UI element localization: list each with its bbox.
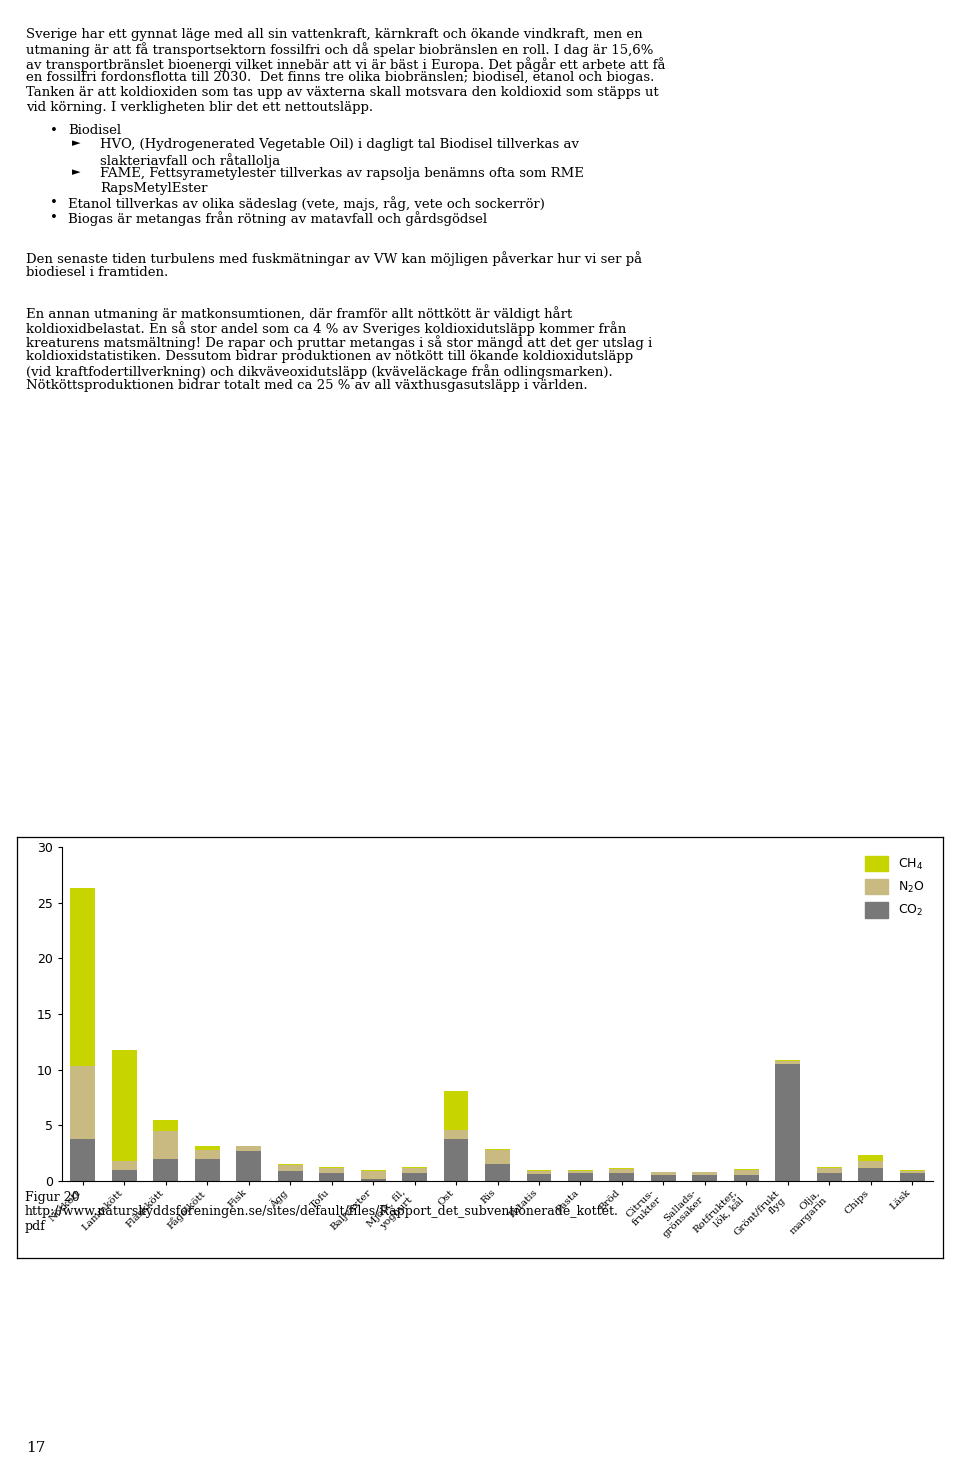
Bar [568, 1174, 593, 1181]
Bar [733, 1175, 758, 1181]
Bar [154, 1119, 179, 1131]
Text: koldioxidstatistiken. Dessutom bidrar produktionen av nötkött till ökande koldio: koldioxidstatistiken. Dessutom bidrar pr… [26, 350, 634, 363]
Bar [154, 1159, 179, 1181]
Text: ►: ► [72, 138, 81, 149]
Bar [817, 1168, 842, 1174]
Bar [858, 1161, 883, 1168]
Text: •: • [50, 210, 58, 224]
Text: ►: ► [72, 168, 81, 177]
Bar [111, 1169, 136, 1181]
Text: Tanken är att koldioxiden som tas upp av växterna skall motsvara den koldioxid s: Tanken är att koldioxiden som tas upp av… [26, 85, 659, 99]
Bar [277, 1165, 302, 1171]
Bar [236, 1146, 261, 1150]
Bar [526, 1171, 551, 1174]
Bar [776, 1061, 801, 1064]
Bar [858, 1155, 883, 1161]
Text: av transportbränslet bioenergi vilket innebär att vi är bäst i Europa. Det pågår: av transportbränslet bioenergi vilket in… [26, 57, 665, 72]
Text: HVO, (Hydrogenerated Vegetable Oil) i dagligt tal Biodisel tillverkas av: HVO, (Hydrogenerated Vegetable Oil) i da… [100, 138, 579, 152]
Bar [111, 1050, 136, 1161]
Bar [651, 1175, 676, 1181]
Bar [610, 1174, 635, 1181]
Text: Biodisel: Biodisel [68, 124, 121, 137]
Text: Nötköttsproduktionen bidrar totalt med ca 25 % av all växthusgasutsläpp i världe: Nötköttsproduktionen bidrar totalt med c… [26, 380, 588, 391]
Text: FAME, Fettsyrametylester tillverkas av rapsolja benämns ofta som RME: FAME, Fettsyrametylester tillverkas av r… [100, 168, 584, 181]
Text: kreaturens matsmältning! De rapar och pruttar metangas i så stor mängd att det g: kreaturens matsmältning! De rapar och pr… [26, 335, 652, 350]
Text: •: • [50, 196, 58, 209]
Bar [402, 1168, 427, 1174]
Bar [319, 1174, 344, 1181]
Bar [70, 1066, 95, 1139]
Bar [319, 1168, 344, 1174]
Bar [692, 1175, 717, 1181]
Text: biodiesel i framtiden.: biodiesel i framtiden. [26, 266, 168, 279]
Bar [817, 1174, 842, 1181]
Bar [154, 1131, 179, 1159]
Legend: CH$_4$, N$_2$O, CO$_2$: CH$_4$, N$_2$O, CO$_2$ [860, 850, 929, 924]
Text: Etanol tillverkas av olika sädeslag (vete, majs, råg, vete och sockerrör): Etanol tillverkas av olika sädeslag (vet… [68, 196, 545, 210]
Bar [361, 1171, 386, 1178]
Bar [858, 1168, 883, 1181]
Text: En annan utmaning är matkonsumtionen, där framför allt nöttkött är väldigt hårt: En annan utmaning är matkonsumtionen, dä… [26, 306, 572, 321]
Bar [733, 1169, 758, 1175]
Bar [361, 1178, 386, 1181]
Text: Sverige har ett gynnat läge med all sin vattenkraft, kärnkraft och ökande vindkr: Sverige har ett gynnat läge med all sin … [26, 28, 642, 41]
Text: pdf: pdf [25, 1219, 46, 1233]
Text: Biogas är metangas från rötning av matavfall och gårdsgödsel: Biogas är metangas från rötning av matav… [68, 210, 487, 225]
Bar [111, 1161, 136, 1169]
Bar [444, 1130, 468, 1139]
Bar [444, 1139, 468, 1181]
Bar [277, 1171, 302, 1181]
Bar [485, 1165, 510, 1181]
Bar [402, 1174, 427, 1181]
Bar [610, 1169, 635, 1174]
Text: 17: 17 [26, 1442, 45, 1455]
Bar [692, 1172, 717, 1175]
Text: http://www.naturskyddsforeningen.se/sites/default/files/Rapport_det_subventioner: http://www.naturskyddsforeningen.se/site… [25, 1206, 619, 1218]
Text: en fossilfri fordonsflotta till 2030.  Det finns tre olika biobränslen; biodisel: en fossilfri fordonsflotta till 2030. De… [26, 72, 655, 84]
Text: Den senaste tiden turbulens med fuskmätningar av VW kan möjligen påverkar hur vi: Den senaste tiden turbulens med fuskmätn… [26, 252, 642, 266]
Text: koldioxidbelastat. En så stor andel som ca 4 % av Sveriges koldioxidutsläpp komm: koldioxidbelastat. En så stor andel som … [26, 321, 626, 335]
Bar [236, 1150, 261, 1181]
Text: RapsMetylEster: RapsMetylEster [100, 182, 207, 194]
Text: slakteriavfall och råtallolja: slakteriavfall och råtallolja [100, 153, 280, 168]
Text: vid körning. I verkligheten blir det ett nettoutsläpp.: vid körning. I verkligheten blir det ett… [26, 100, 373, 113]
Text: •: • [50, 124, 58, 137]
Bar [526, 1174, 551, 1181]
Bar [195, 1150, 220, 1159]
Text: (vid kraftfodertillverkning) och dikväveoxidutsläpp (kväveläckage från odlingsma: (vid kraftfodertillverkning) och dikväve… [26, 365, 612, 380]
Bar [195, 1159, 220, 1181]
Bar [70, 888, 95, 1066]
Bar [776, 1064, 801, 1181]
Bar [485, 1150, 510, 1165]
Bar [900, 1174, 924, 1181]
Text: utmaning är att få transportsektorn fossilfri och då spelar biobränslen en roll.: utmaning är att få transportsektorn foss… [26, 43, 654, 57]
Bar [70, 1139, 95, 1181]
Bar [900, 1171, 924, 1174]
Bar [651, 1172, 676, 1175]
Bar [568, 1171, 593, 1174]
Bar [195, 1146, 220, 1150]
Bar [444, 1091, 468, 1130]
Text: Figur 20: Figur 20 [25, 1192, 80, 1203]
